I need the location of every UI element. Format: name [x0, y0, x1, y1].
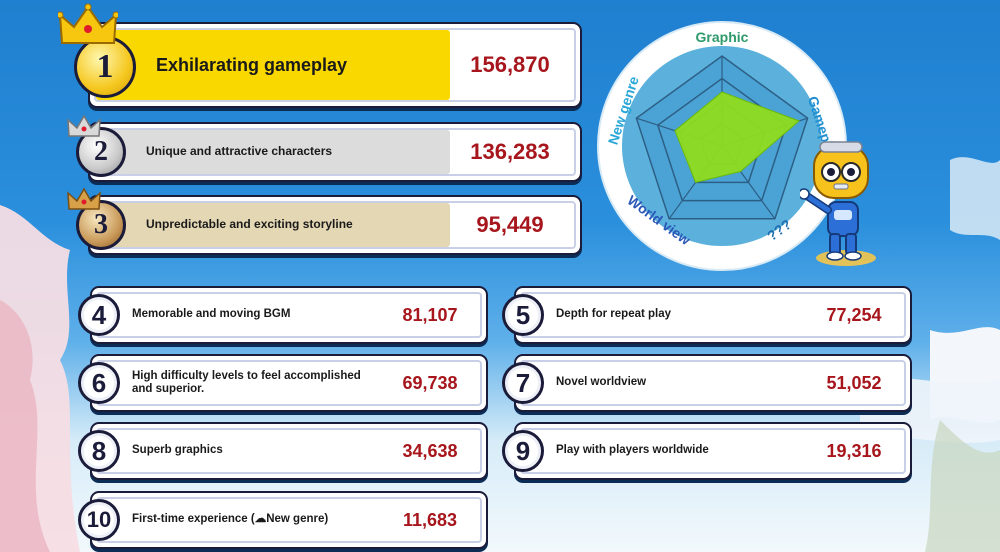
- rank-8-badge: 8: [78, 430, 120, 472]
- rank-2-card: Unique and attractive characters 136,283: [88, 122, 582, 182]
- crown-icon: [58, 3, 118, 44]
- rank-6-label-panel: High difficulty levels to feel accomplis…: [98, 362, 388, 404]
- rank-4-label-panel: Memorable and moving BGM: [98, 294, 378, 336]
- rank-5-label: Depth for repeat play: [556, 308, 672, 321]
- rank-6-value: 69,738: [402, 372, 458, 393]
- rank-3-number: 3: [94, 209, 108, 240]
- rank-8-value: 34,638: [402, 440, 458, 461]
- rank-3-inner: Unpredictable and exciting storyline 95,…: [94, 201, 576, 249]
- rank-4-value: 81,107: [402, 304, 458, 325]
- rank-10-label-panel: First-time experience (☁New genre): [98, 499, 378, 541]
- crown-icon: [67, 187, 101, 210]
- rank-3-value: 95,449: [476, 212, 544, 237]
- rank-9-number: 9: [515, 435, 531, 466]
- rank-6-card: High difficulty levels to feel accomplis…: [90, 354, 488, 412]
- rank-8-label: Superb graphics: [132, 444, 223, 457]
- rank-1-card: Exhilarating gameplay 156,870: [88, 22, 582, 108]
- rank-5-number: 5: [515, 299, 531, 330]
- rank-7-card: Novel worldview 51,052: [514, 354, 912, 412]
- rank-9-label-panel: Play with players worldwide: [522, 430, 802, 472]
- rank-4-card: Memorable and moving BGM 81,107: [90, 286, 488, 344]
- rank-1-label-panel: Exhilarating gameplay: [96, 30, 450, 100]
- rank-7-number: 7: [515, 367, 531, 398]
- rank-7-badge: 7: [502, 362, 544, 404]
- rank-8-label-panel: Superb graphics: [98, 430, 378, 472]
- rank-6-number: 6: [91, 367, 107, 398]
- rank-2-number: 2: [94, 136, 108, 167]
- rank-7-label-panel: Novel worldview: [522, 362, 802, 404]
- rank-8-number: 8: [91, 435, 107, 466]
- radar-chart: Graphic Gameplay ??? World view New genr…: [597, 21, 847, 271]
- radar-axis-label-graphic: Graphic: [696, 29, 749, 45]
- rank-4-inner: Memorable and moving BGM 81,107: [96, 292, 482, 338]
- rank-2-label-panel: Unique and attractive characters: [96, 130, 450, 174]
- rank-7-value: 51,052: [826, 372, 882, 393]
- rank-4-badge: 4: [78, 294, 120, 336]
- rank-6-inner: High difficulty levels to feel accomplis…: [96, 360, 482, 406]
- rank-9-inner: Play with players worldwide 19,316: [520, 428, 906, 474]
- rank-3-card: Unpredictable and exciting storyline 95,…: [88, 195, 582, 255]
- rank-10-number: 10: [86, 507, 112, 532]
- rank-9-card: Play with players worldwide 19,316: [514, 422, 912, 480]
- rank-10-value: 11,683: [402, 509, 458, 530]
- rank-5-badge: 5: [502, 294, 544, 336]
- rank-6-badge: 6: [78, 362, 120, 404]
- rank-5-value: 77,254: [826, 304, 882, 325]
- rank-10-inner: First-time experience (☁New genre) 11,68…: [96, 497, 482, 543]
- rank-7-label: Novel worldview: [556, 376, 647, 389]
- rank-2-label: Unique and attractive characters: [146, 144, 333, 159]
- rank-3-label: Unpredictable and exciting storyline: [146, 217, 353, 232]
- rank-1-number: 1: [96, 48, 114, 85]
- rank-2-inner: Unique and attractive characters 136,283: [94, 128, 576, 176]
- rank-5-label-panel: Depth for repeat play: [522, 294, 802, 336]
- rank-3-label-panel: Unpredictable and exciting storyline: [96, 203, 450, 247]
- robot-mascot: [800, 141, 876, 266]
- rank-5-card: Depth for repeat play 77,254: [514, 286, 912, 344]
- rank-2-value: 136,283: [470, 139, 550, 164]
- rank-7-inner: Novel worldview 51,052: [520, 360, 906, 406]
- rank-9-badge: 9: [502, 430, 544, 472]
- rank-6-label: High difficulty levels to feel accomplis…: [132, 369, 361, 395]
- crown-icon: [67, 114, 101, 137]
- rank-1-label: Exhilarating gameplay: [156, 54, 348, 75]
- rank-9-value: 19,316: [826, 440, 882, 461]
- rank-10-label: First-time experience (☁New genre): [132, 513, 329, 526]
- rank-4-label: Memorable and moving BGM: [132, 308, 291, 321]
- rank-4-number: 4: [91, 299, 107, 330]
- rank-8-card: Superb graphics 34,638: [90, 422, 488, 480]
- rank-1-inner: Exhilarating gameplay 156,870: [94, 28, 576, 102]
- rank-8-inner: Superb graphics 34,638: [96, 428, 482, 474]
- rank-9-label: Play with players worldwide: [556, 444, 709, 457]
- rank-1-value: 156,870: [470, 52, 550, 77]
- rank-10-badge: 10: [78, 499, 120, 541]
- rank-10-card: First-time experience (☁New genre) 11,68…: [90, 491, 488, 549]
- radar-value-polygon: [674, 91, 800, 183]
- rank-5-inner: Depth for repeat play 77,254: [520, 292, 906, 338]
